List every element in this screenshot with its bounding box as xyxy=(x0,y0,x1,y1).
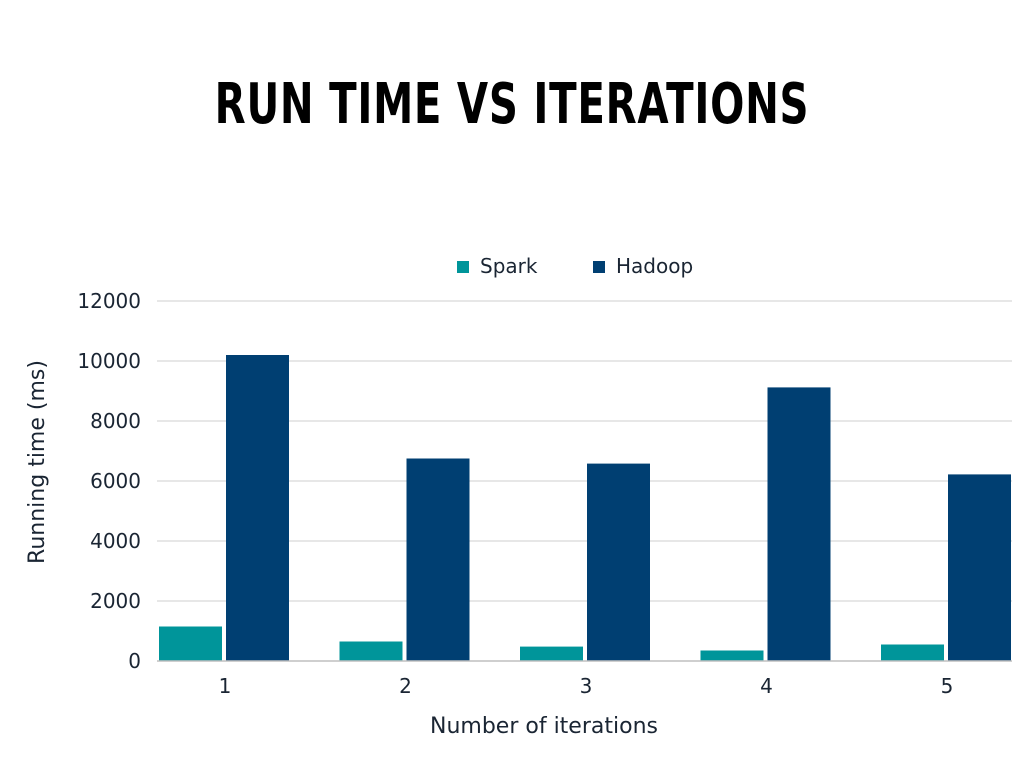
bar-hadoop-2 xyxy=(406,458,470,661)
y-tick-label: 10000 xyxy=(77,349,141,373)
y-tick-label: 12000 xyxy=(77,289,141,313)
x-axis-label: Number of iterations xyxy=(430,714,658,739)
legend-label-spark: Spark xyxy=(480,254,538,278)
bar-spark-5 xyxy=(881,644,944,661)
x-tick-label: 4 xyxy=(760,674,773,698)
x-tick-label: 2 xyxy=(399,674,412,698)
bar-spark-4 xyxy=(700,650,764,661)
bar-hadoop-1 xyxy=(226,355,289,661)
bar-hadoop-3 xyxy=(587,463,650,661)
gridlines xyxy=(157,300,1012,602)
x-axis-ticks: 1 2 3 4 5 xyxy=(219,674,954,698)
y-tick-label: 8000 xyxy=(90,409,141,433)
legend-swatch-hadoop xyxy=(593,261,605,273)
bar-spark-3 xyxy=(520,646,583,661)
x-tick-label: 1 xyxy=(219,674,232,698)
y-tick-label: 0 xyxy=(128,649,141,673)
legend-swatch-spark xyxy=(457,261,469,273)
y-axis-label: Running time (ms) xyxy=(25,360,50,564)
x-tick-label: 3 xyxy=(580,674,593,698)
bars xyxy=(159,355,1011,661)
y-tick-label: 2000 xyxy=(90,589,141,613)
bar-hadoop-4 xyxy=(767,387,831,661)
legend: Spark Hadoop xyxy=(457,254,693,278)
bar-hadoop-5 xyxy=(948,474,1011,661)
y-tick-label: 6000 xyxy=(90,469,141,493)
chart-title: RUN TIME VS ITERATIONS xyxy=(214,72,810,137)
legend-label-hadoop: Hadoop xyxy=(616,254,693,278)
bar-spark-2 xyxy=(339,641,403,661)
x-tick-label: 5 xyxy=(941,674,954,698)
y-tick-label: 4000 xyxy=(90,529,141,553)
y-axis-ticks: 0 2000 4000 6000 8000 10000 12000 xyxy=(77,289,141,673)
bar-spark-1 xyxy=(159,626,222,661)
